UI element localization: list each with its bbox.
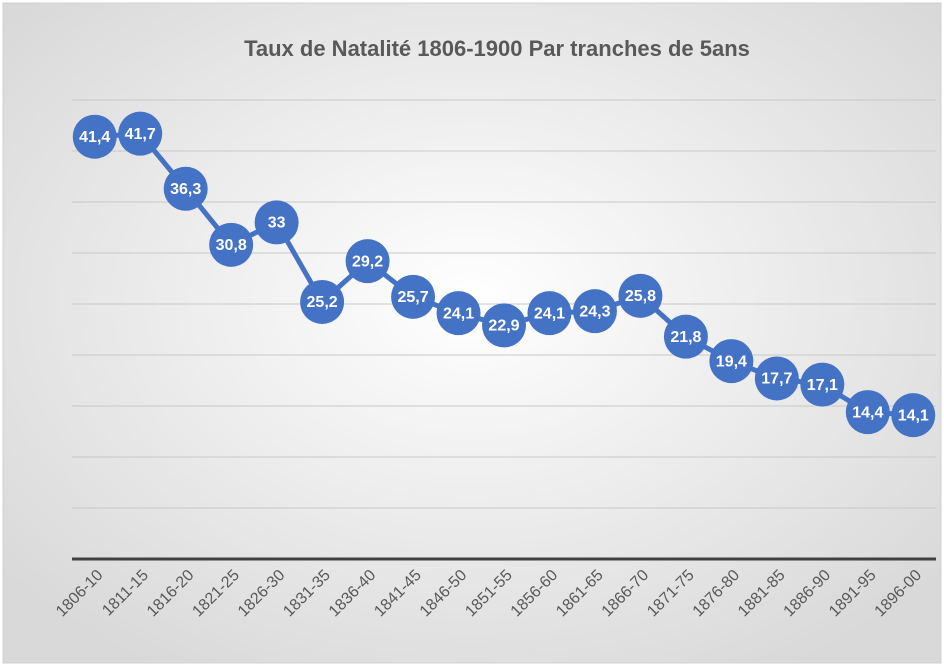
data-label: 29,2 — [352, 253, 383, 270]
data-label: 41,7 — [125, 126, 156, 143]
data-point — [345, 239, 390, 284]
data-label: 25,2 — [307, 294, 338, 311]
data-point — [163, 166, 208, 211]
data-point — [254, 200, 299, 245]
data-label: 24,3 — [579, 303, 610, 320]
data-point — [482, 303, 526, 348]
chart-title: Taux de Natalité 1806-1900 Par tranches … — [244, 36, 750, 61]
data-point — [891, 393, 936, 438]
data-label: 36,3 — [170, 181, 201, 198]
data-label: 14,4 — [852, 404, 883, 421]
data-label: 17,1 — [807, 377, 838, 394]
data-label: 19,4 — [716, 353, 747, 370]
data-point — [527, 291, 572, 336]
data-label: 24,1 — [534, 305, 565, 322]
data-label: 14,1 — [898, 407, 929, 424]
data-point — [709, 339, 754, 384]
data-point — [800, 362, 845, 407]
data-point — [436, 291, 481, 336]
data-label: 24,1 — [443, 305, 474, 322]
data-label: 33 — [268, 215, 286, 232]
data-point — [209, 222, 254, 267]
data-point — [572, 289, 617, 334]
data-point — [845, 390, 890, 435]
data-label: 30,8 — [216, 237, 247, 254]
data-point — [391, 274, 436, 319]
data-point — [618, 273, 663, 318]
data-label: 25,8 — [625, 288, 656, 305]
data-label: 41,4 — [79, 129, 110, 146]
data-point — [72, 114, 117, 159]
data-label: 21,8 — [670, 329, 701, 346]
data-label: 22,9 — [488, 318, 519, 335]
data-label: 25,7 — [397, 289, 428, 306]
data-point — [663, 314, 708, 359]
data-label: 17,7 — [761, 371, 792, 388]
data-point — [300, 279, 345, 324]
data-point — [754, 356, 799, 401]
data-point — [118, 111, 163, 156]
